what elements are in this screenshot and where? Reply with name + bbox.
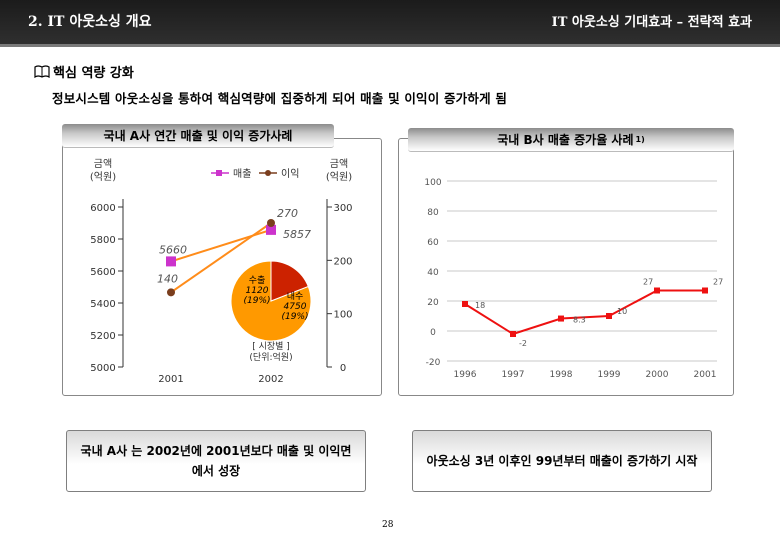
chart-b-tab-title: 국내 B사 매출 증가율 사례 <box>497 133 634 147</box>
left-tick-label: 5000 <box>90 363 115 374</box>
right-tick-label: 200 <box>333 256 352 267</box>
growth-series-line <box>464 289 705 336</box>
growth-data-label: 27 <box>713 278 723 287</box>
pie-export-label: (19%) <box>243 296 270 306</box>
summary-text-b: 아웃소싱 3년 이후인 99년부터 매출이 증가하기 시작 <box>426 454 698 468</box>
page-number: 28 <box>382 520 394 530</box>
y-tick-label: 20 <box>427 298 439 308</box>
right-tick-label: 300 <box>333 203 352 214</box>
header-divider <box>0 44 780 47</box>
profit-point <box>167 288 175 297</box>
legend-profit-label: 이익 <box>281 168 299 180</box>
x-tick-label: 2002 <box>258 374 283 385</box>
section-title: 핵심 역량 강화 <box>34 62 134 81</box>
x-tick-label: 1996 <box>454 370 477 380</box>
header-section-title: 2. IT 아웃소싱 개요 <box>28 14 152 30</box>
left-tick-label: 5200 <box>90 331 115 342</box>
sales-point <box>166 256 176 267</box>
pie-export-label: 1120 <box>246 286 269 296</box>
header-page-title: IT 아웃소싱 기대효과 – 전략적 효과 <box>551 15 752 30</box>
profit-series-line <box>170 222 272 294</box>
pie-domestic-label: 내수 <box>287 291 304 302</box>
chart-a-tab: 국내 A사 연간 매출 및 이익 증가사례 <box>62 124 334 148</box>
growth-point <box>558 315 564 322</box>
profit-point <box>267 219 275 227</box>
right-axis-title: 금액 <box>330 158 348 170</box>
x-tick-label: 1998 <box>550 370 573 380</box>
x-tick-label: 1999 <box>598 370 621 380</box>
left-axis-title: 금액 <box>94 158 112 170</box>
sales-point <box>266 224 276 235</box>
summary-box-a: 국내 A사 는 2002년에 2001년보다 매출 및 이익면에서 성장 <box>66 430 366 492</box>
chart-b-tab: 국내 B사 매출 증가율 사례 1) <box>408 128 734 152</box>
growth-point <box>702 287 708 294</box>
right-tick-label: 100 <box>333 310 352 321</box>
summary-text-a: 국내 A사 는 2002년에 2001년보다 매출 및 이익면에서 성장 <box>80 444 352 478</box>
legend-sales-label: 매출 <box>233 168 251 180</box>
chart-b-svg: 100 80 60 40 20 0 -20 1996 1997 1998 1999 2000 2001 1… <box>424 178 723 380</box>
chart-a-svg: 금액(억원)금액(억원)6000580056005400520050003002… <box>90 158 353 385</box>
right-tick-label: 0 <box>340 363 346 374</box>
growth-point <box>654 287 660 294</box>
left-tick-label: 5800 <box>90 235 115 246</box>
growth-data-label: 27 <box>643 278 653 287</box>
y-tick-label: 60 <box>427 238 439 248</box>
growth-point <box>462 301 468 307</box>
x-tick-label: 1997 <box>502 370 525 380</box>
x-tick-label: 2000 <box>646 370 669 380</box>
left-tick-label: 6000 <box>90 203 115 214</box>
left-tick-label: 5400 <box>90 299 115 310</box>
growth-data-label: -2 <box>519 339 527 348</box>
pie-slice-export <box>270 260 309 302</box>
growth-data-label: 8.3 <box>573 316 586 325</box>
left-axis-title: (억원) <box>90 171 116 183</box>
book-icon <box>34 65 50 78</box>
pie-domestic-label: 4750 <box>284 302 307 312</box>
profit-data-label: 270 <box>277 207 298 220</box>
y-tick-label: 80 <box>427 208 439 218</box>
y-tick-label: -20 <box>426 358 441 368</box>
x-tick-label: 2001 <box>158 374 183 385</box>
sales-data-label: 5857 <box>283 228 311 241</box>
profit-data-label: 140 <box>157 272 178 285</box>
y-tick-label: 40 <box>427 268 439 278</box>
section-subtitle: 정보시스템 아웃소싱을 통하여 핵심역량에 집중하게 되어 매출 및 이익이 증… <box>52 91 508 106</box>
growth-point <box>510 331 516 337</box>
growth-data-label: 18 <box>475 301 485 310</box>
y-tick-label: 100 <box>424 178 441 188</box>
growth-point <box>606 313 612 319</box>
footnote-mark: 1) <box>635 135 645 144</box>
header-bar: 2. IT 아웃소싱 개요 IT 아웃소싱 기대효과 – 전략적 효과 <box>0 0 780 44</box>
summary-box-b: 아웃소싱 3년 이후인 99년부터 매출이 증가하기 시작 <box>412 430 712 492</box>
x-tick-label: 2001 <box>694 370 717 380</box>
legend-sales-marker <box>216 170 222 176</box>
chart-panel-a: 금액 (억원) 금액 (억원) 6000 5800 5600 5400 5200 5000 300 2… <box>62 138 382 396</box>
pie-domestic-label: (19%) <box>281 312 308 322</box>
chart-panel-b: 100 80 60 40 20 0 -20 1996 1997 1998 1999 2000 2001 1… <box>398 138 734 396</box>
left-tick-label: 5600 <box>90 267 115 278</box>
y-tick-label: 0 <box>430 328 436 338</box>
right-axis-title: (억원) <box>326 171 352 183</box>
sales-data-label: 5660 <box>159 243 187 256</box>
pie-caption: (단위:억원) <box>249 351 292 363</box>
legend-profit-marker <box>265 170 271 176</box>
section-title-text: 핵심 역량 강화 <box>53 66 134 81</box>
pie-export-label: 수출 <box>249 275 266 286</box>
growth-data-label: 10 <box>617 307 627 316</box>
pie-caption: [ 시장별 ] <box>252 341 290 352</box>
